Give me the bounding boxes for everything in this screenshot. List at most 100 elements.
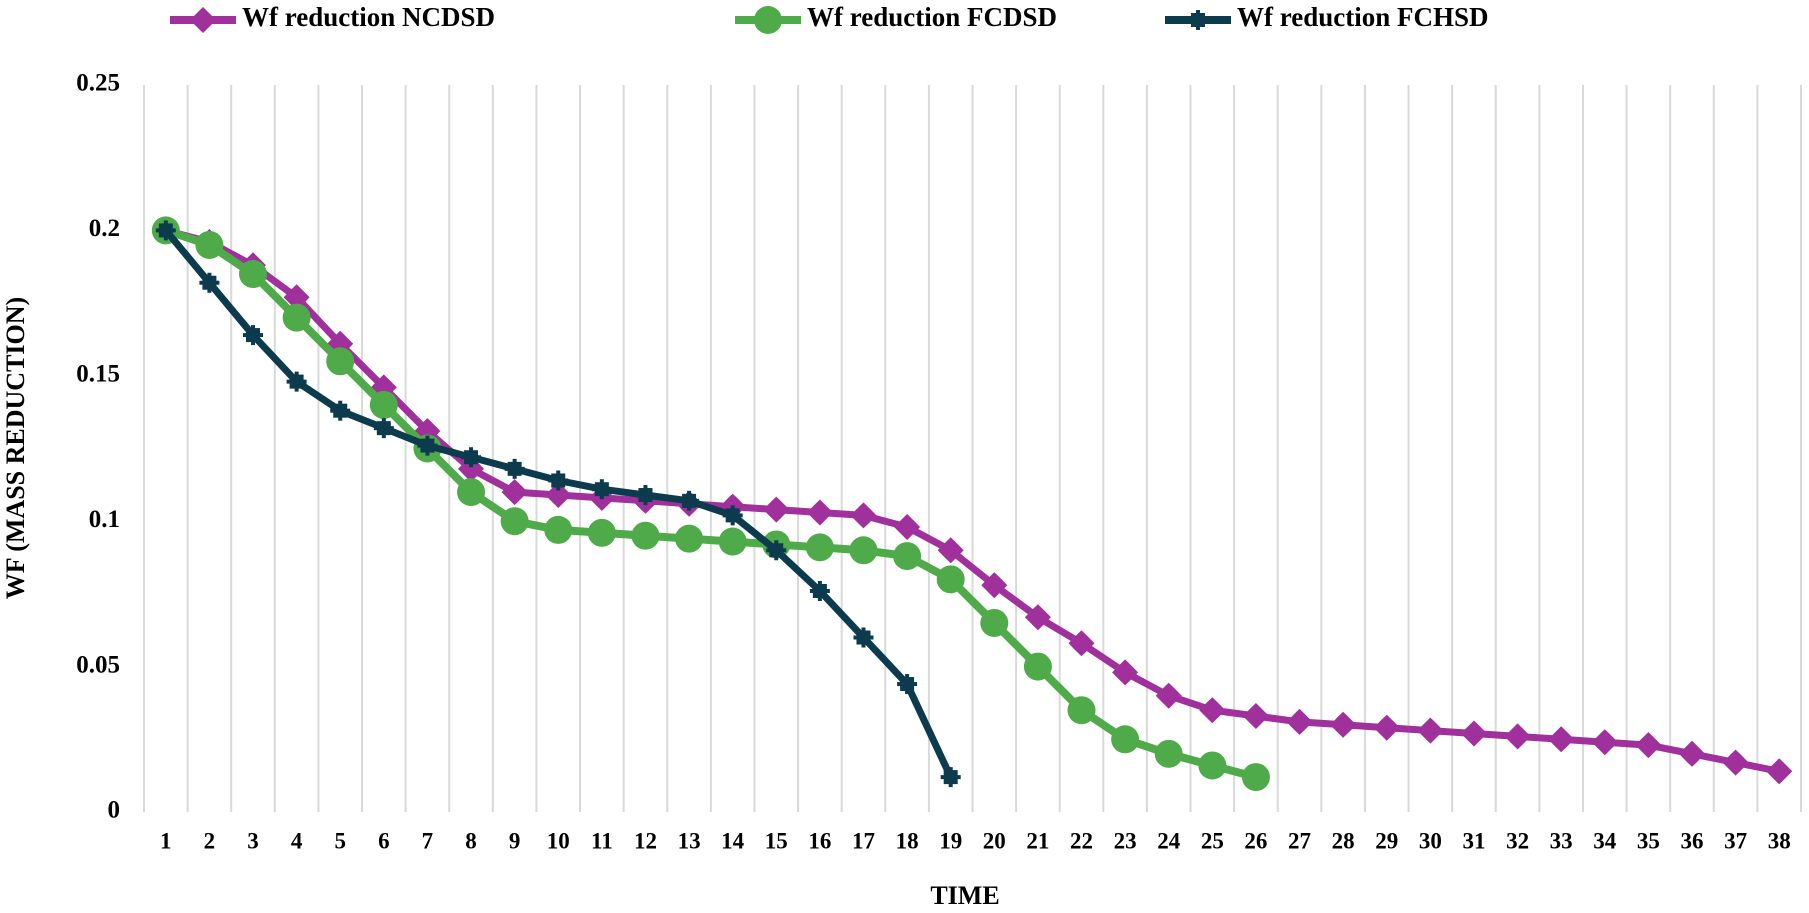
legend-item: Wf reduction FCDSD	[735, 2, 1057, 34]
marker-part	[722, 513, 743, 518]
x-tick-label: 31	[1462, 828, 1485, 853]
y-tick-label: 0.1	[89, 506, 120, 533]
marker	[631, 521, 660, 550]
x-tick-label: 2	[204, 828, 216, 853]
x-tick-label: 7	[422, 828, 434, 853]
x-tick-label: 1	[160, 828, 172, 853]
marker	[894, 514, 921, 540]
marker	[722, 505, 743, 526]
marker-part	[897, 682, 918, 687]
marker	[1023, 652, 1052, 681]
x-tick-label: 20	[983, 828, 1006, 853]
marker	[1067, 696, 1096, 725]
marker-part	[548, 478, 569, 483]
marker	[718, 527, 747, 556]
marker	[754, 6, 782, 34]
x-tick-label: 26	[1244, 828, 1267, 853]
x-tick-label: 21	[1026, 828, 1049, 853]
x-tick-label: 5	[334, 828, 346, 853]
legend-label: Wf reduction FCHSD	[1237, 2, 1489, 32]
x-tick-label: 3	[247, 828, 259, 853]
marker	[897, 674, 918, 695]
marker	[1330, 711, 1357, 738]
marker	[461, 447, 482, 468]
marker	[587, 518, 616, 547]
marker	[1461, 720, 1487, 747]
marker	[675, 524, 704, 553]
marker	[1591, 729, 1618, 756]
x-tick-label: 22	[1070, 828, 1093, 853]
marker-part	[461, 455, 482, 460]
x-tick-label: 25	[1201, 828, 1224, 853]
x-tick-label: 10	[547, 828, 570, 853]
marker-part	[155, 228, 176, 233]
marker	[501, 479, 528, 506]
marker	[853, 627, 874, 648]
x-tick-label: 27	[1288, 828, 1311, 853]
marker	[500, 507, 529, 536]
x-tick-label: 17	[852, 828, 875, 853]
marker	[1286, 708, 1313, 735]
x-tick-label: 19	[939, 828, 962, 853]
x-tick-label: 11	[591, 828, 613, 853]
marker	[1766, 758, 1793, 785]
y-tick-label: 0.25	[76, 70, 120, 97]
marker	[548, 470, 569, 491]
marker	[1068, 630, 1095, 657]
marker	[1154, 739, 1183, 768]
marker	[981, 572, 1008, 599]
marker	[763, 496, 790, 523]
marker	[282, 303, 311, 332]
marker	[1155, 682, 1182, 709]
x-tick-label: 37	[1724, 828, 1747, 853]
marker	[980, 608, 1009, 637]
marker	[373, 418, 394, 439]
x-tick-label: 29	[1375, 828, 1398, 853]
marker-part	[243, 333, 264, 338]
marker	[1548, 726, 1575, 753]
x-tick-label: 16	[808, 828, 831, 853]
x-tick-label: 38	[1768, 828, 1791, 853]
marker	[1199, 697, 1226, 724]
x-axis-title: TIME	[930, 881, 999, 910]
marker	[1198, 751, 1227, 780]
marker	[849, 536, 878, 565]
legend-label: Wf reduction FCDSD	[807, 2, 1057, 32]
x-tick-label: 18	[896, 828, 919, 853]
marker	[1722, 749, 1749, 776]
marker	[417, 435, 438, 456]
marker-part	[504, 466, 525, 471]
x-tick-label: 13	[678, 828, 701, 853]
marker	[1242, 703, 1269, 729]
marker	[504, 458, 525, 479]
marker	[1024, 604, 1051, 631]
marker-part	[1188, 18, 1208, 22]
marker-part	[286, 379, 307, 384]
marker	[195, 230, 224, 259]
marker	[243, 325, 264, 346]
marker	[806, 499, 833, 526]
marker	[199, 272, 220, 293]
marker	[1241, 763, 1270, 792]
x-tick-label: 14	[721, 828, 745, 853]
marker	[936, 565, 965, 594]
marker	[1188, 10, 1208, 30]
marker	[155, 220, 176, 241]
marker-part	[417, 443, 438, 448]
marker	[330, 400, 351, 421]
marker	[940, 767, 961, 788]
y-tick-label: 0.05	[76, 651, 120, 678]
marker	[809, 580, 830, 601]
marker	[286, 371, 307, 392]
marker	[1373, 714, 1400, 741]
marker	[1111, 725, 1140, 754]
marker-part	[940, 775, 961, 780]
x-tick-label: 30	[1419, 828, 1442, 853]
x-tick-label: 6	[378, 828, 390, 853]
marker	[1635, 732, 1662, 759]
marker	[1417, 717, 1444, 744]
marker	[283, 284, 310, 311]
legend-label: Wf reduction NCDSD	[242, 2, 495, 32]
legend-item: Wf reduction NCDSD	[170, 2, 495, 33]
